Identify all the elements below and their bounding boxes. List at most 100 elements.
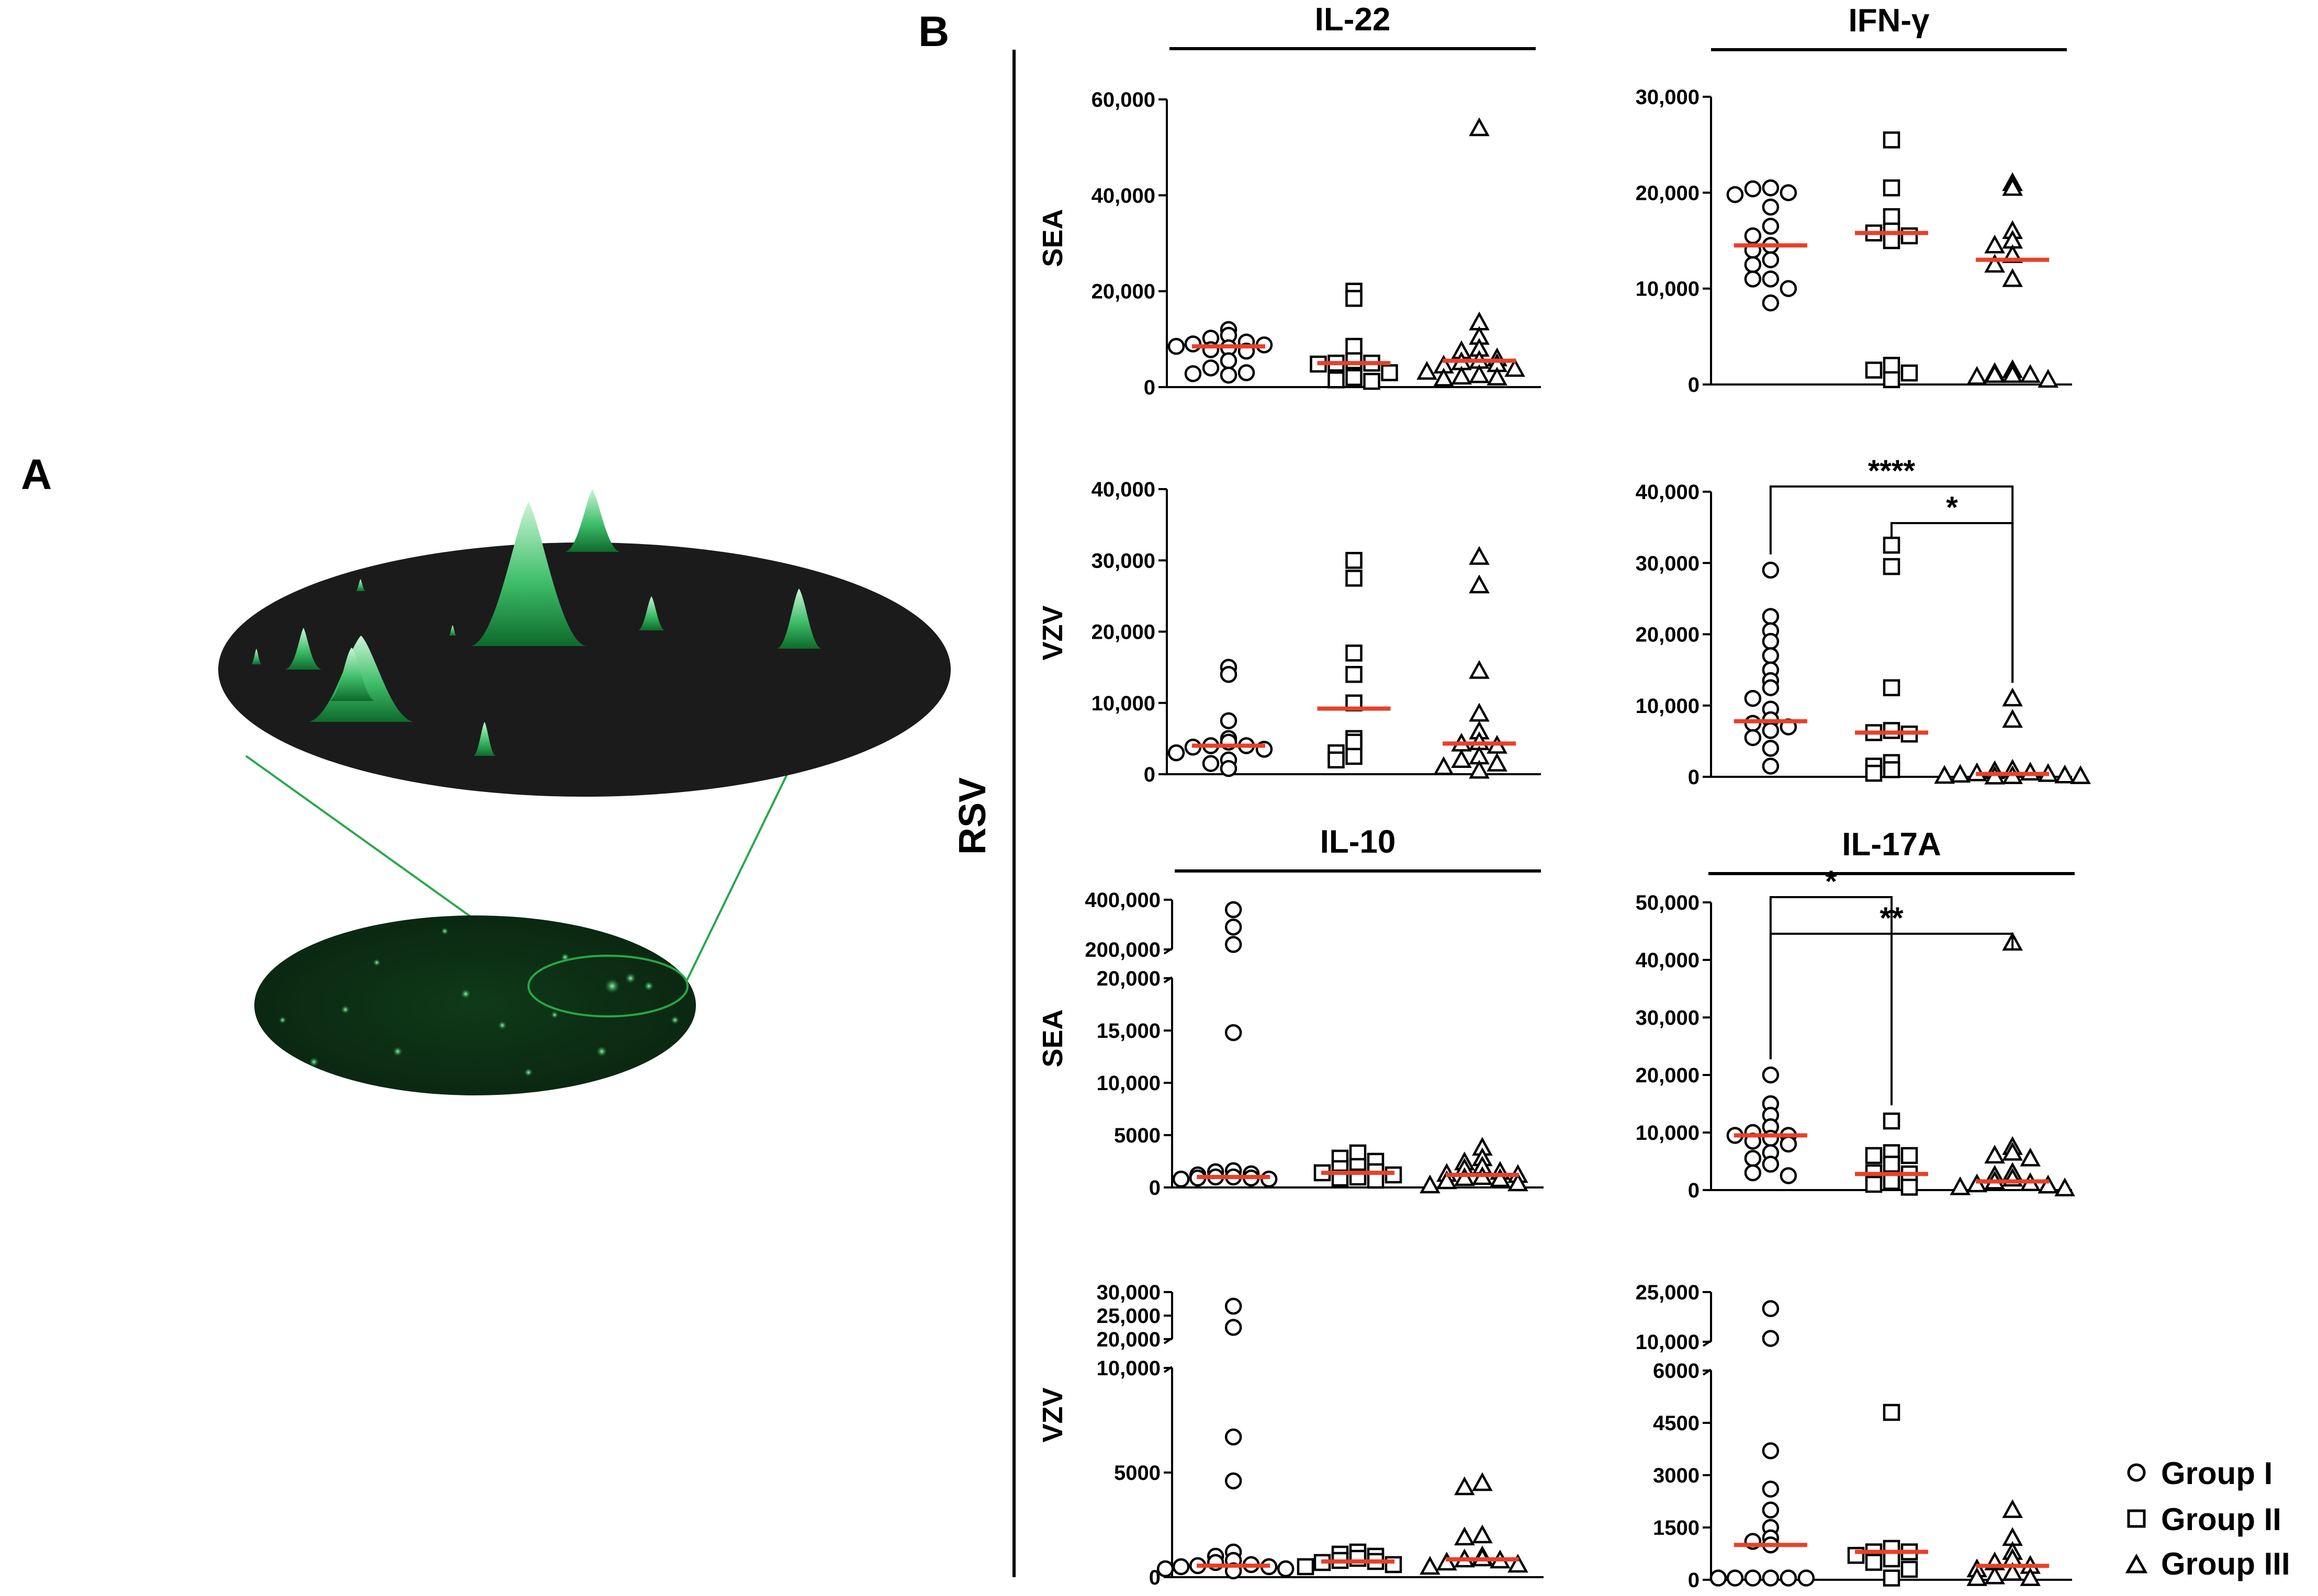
chart-2-point-square xyxy=(1345,748,1363,765)
chart-6-point-circle xyxy=(1224,1297,1242,1315)
chart-6-point-circle xyxy=(1156,1560,1174,1578)
series-group-i xyxy=(1156,1297,1295,1580)
y-tick-label: 25,000 xyxy=(1097,1305,1161,1328)
chart-7-point-circle xyxy=(1709,1569,1727,1587)
chart-7-point-circle xyxy=(1762,1330,1780,1347)
y-tick-label: 40,000 xyxy=(1092,184,1155,207)
series-group-ii xyxy=(1313,1144,1402,1189)
chart-il22-sea: IL-22 SEA 0 20,000 40,000 60,000 xyxy=(1037,2,1541,399)
legend-label: Group I xyxy=(2161,1456,2272,1491)
chart-7-point-triangle xyxy=(2002,1562,2023,1581)
chart-3-point-square xyxy=(1865,764,1883,782)
chart-7-point-circle xyxy=(1726,1569,1744,1587)
chart-6-point-triangle xyxy=(1454,1526,1475,1546)
chart-4-point-circle xyxy=(1224,901,1242,919)
chart-title: IFN-γ xyxy=(1849,3,1930,39)
chart-1-point-square xyxy=(1865,361,1883,379)
series-group-i xyxy=(1172,901,1278,1188)
chart-il17a-vzv: 0 1500 3000 4500 6000 10,000 25,000 xyxy=(1636,1281,2072,1592)
spot-peak xyxy=(565,489,620,552)
chart-6-point-circle xyxy=(1224,1472,1242,1490)
chart-4-point-triangle xyxy=(1420,1174,1441,1194)
chart-3-point-circle xyxy=(1762,561,1780,579)
y-tick-label: 50,000 xyxy=(1636,891,1700,914)
chart-1-point-triangle xyxy=(2002,177,2023,196)
chart-0-point-triangle xyxy=(1487,367,1507,386)
y-tick-label: 20,000 xyxy=(1097,1328,1161,1351)
chart-1-point-square xyxy=(1883,179,1900,197)
chart-3-point-triangle xyxy=(2054,764,2075,784)
chart-3-point-square xyxy=(1883,722,1900,739)
chart-4-point-triangle xyxy=(1507,1172,1528,1192)
chart-2-point-triangle xyxy=(1469,574,1490,594)
chart-0-point-circle xyxy=(1220,352,1237,369)
chart-4-point-circle xyxy=(1224,936,1242,953)
chart-1-point-triangle xyxy=(1966,366,1987,385)
chart-3-point-circle xyxy=(1762,679,1780,696)
spot xyxy=(441,927,448,935)
chart-2-point-circle xyxy=(1220,712,1237,730)
row-label: SEA xyxy=(1037,209,1068,267)
zoom-region-circle xyxy=(527,955,689,1017)
legend-item-group-ii: Group II xyxy=(2127,1502,2281,1537)
chart-2-point-triangle xyxy=(1433,756,1454,775)
chart-2-point-square xyxy=(1345,733,1363,751)
panel-b-label: B xyxy=(918,8,949,55)
chart-6-point-triangle xyxy=(1507,1554,1528,1573)
chart-1-point-circle xyxy=(1762,179,1780,197)
y-tick-label: 10,000 xyxy=(1097,1357,1161,1380)
chart-4-point-triangle xyxy=(1490,1168,1511,1187)
spot-peak xyxy=(638,596,665,630)
chart-0-point-square xyxy=(1345,352,1363,369)
chart-7-point-circle xyxy=(1762,1501,1780,1519)
y-tick-label: 3000 xyxy=(1653,1464,1700,1487)
chart-6-point-triangle xyxy=(1436,1552,1457,1571)
series-group-iii xyxy=(1934,687,2091,785)
well-spots xyxy=(279,927,679,1077)
chart-3-point-triangle xyxy=(1934,765,1955,784)
chart-5-point-square xyxy=(1900,1147,1918,1164)
chart-1-point-circle xyxy=(1762,218,1780,235)
y-tick-label: 20,000 xyxy=(1092,621,1155,644)
spot xyxy=(373,959,380,966)
chart-3-point-circle xyxy=(1762,608,1780,625)
spot xyxy=(597,1046,607,1057)
legend-label: Group II xyxy=(2161,1502,2281,1537)
chart-3-point-triangle xyxy=(2002,687,2023,707)
chart-7-point-square xyxy=(1865,1554,1883,1571)
chart-3-point-circle xyxy=(1744,729,1762,746)
y-tick-label: 4500 xyxy=(1653,1412,1700,1435)
series-group-ii xyxy=(1847,1403,1928,1587)
series-group-iii xyxy=(1433,546,1516,779)
series-group-i xyxy=(1709,1300,1815,1587)
y-tick-label: 20,000 xyxy=(1097,967,1161,990)
chart-4-point-triangle xyxy=(1436,1170,1457,1190)
chart-1-point-triangle xyxy=(1984,254,2005,273)
chart-1-point-circle xyxy=(1744,270,1762,288)
chart-7-point-circle xyxy=(1762,1569,1780,1587)
y-tick-label: 30,000 xyxy=(1092,549,1155,572)
chart-1-point-circle xyxy=(1744,180,1762,198)
chart-1-point-triangle xyxy=(2002,364,2023,383)
chart-1-point-triangle xyxy=(2020,364,2041,383)
y-tick-label: 400,000 xyxy=(1085,889,1161,912)
significance-label: **** xyxy=(1868,454,1916,488)
chart-1-point-square xyxy=(1900,364,1918,382)
y-tick-label: 0 xyxy=(1688,766,1700,789)
chart-2-point-triangle xyxy=(1469,660,1490,679)
chart-0-point-square xyxy=(1363,372,1380,390)
y-tick-label: 10,000 xyxy=(1636,695,1700,718)
chart-5-point-circle xyxy=(1780,1167,1797,1184)
chart-1-point-square xyxy=(1883,208,1900,225)
chart-2-point-square xyxy=(1345,666,1363,683)
spot xyxy=(461,989,470,999)
chart-title: IL-10 xyxy=(1320,824,1396,860)
chart-0-point-circle xyxy=(1237,364,1255,381)
chart-7-point-triangle xyxy=(2020,1567,2041,1586)
chart-1-point-square xyxy=(1883,371,1900,389)
spot-peak xyxy=(777,588,822,649)
series-group-ii xyxy=(1310,282,1398,390)
y-tick-label: 5000 xyxy=(1114,1124,1161,1147)
chart-0-point-circle xyxy=(1202,359,1220,377)
